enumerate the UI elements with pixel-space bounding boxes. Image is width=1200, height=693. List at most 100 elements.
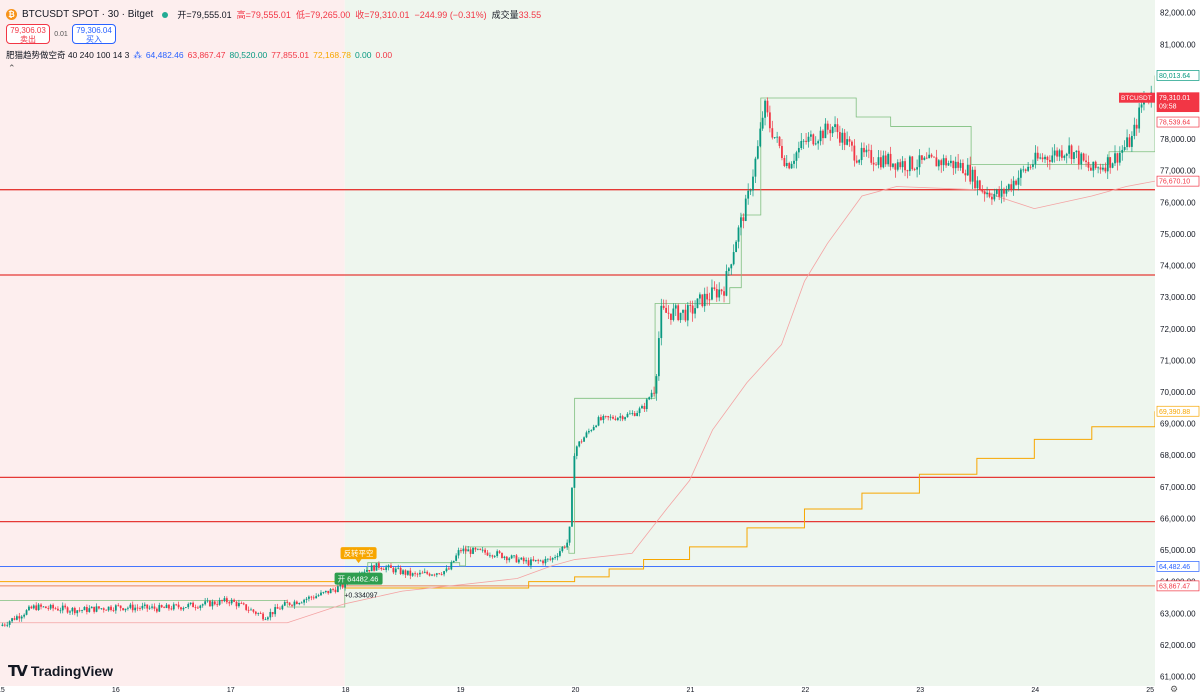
buy-button[interactable]: 79,306.04 买入 (72, 24, 116, 44)
candle-body (1111, 163, 1114, 168)
candle-body (30, 606, 33, 609)
settings-gear-icon[interactable]: ⚙ (1170, 685, 1178, 693)
y-tick-label: 63,000.00 (1160, 609, 1196, 618)
candle-body (1029, 166, 1032, 168)
candle-body (679, 312, 682, 321)
candle-body (592, 426, 595, 431)
candle-body (619, 416, 622, 418)
candle-body (320, 592, 322, 596)
trade-buttons: 79,306.03 卖出 0.01 79,306.04 买入 (6, 24, 116, 44)
candle-body (390, 565, 392, 568)
candle-body (933, 156, 935, 158)
indicator-value-4: 77,855.01 (271, 50, 310, 60)
candle-body (783, 158, 786, 166)
candle-body (954, 161, 957, 169)
candle-body (496, 551, 499, 557)
candle-body (112, 610, 115, 611)
candle-body (788, 162, 791, 169)
candle-body (662, 305, 665, 308)
candle-body (460, 550, 462, 552)
candle-body (580, 441, 583, 443)
candle-body (151, 606, 153, 608)
candle-body (1053, 150, 1056, 156)
candle-body (409, 570, 412, 576)
candle-body (546, 558, 549, 560)
candle-body (583, 437, 585, 442)
candle-body (636, 413, 639, 416)
candle-body (916, 167, 919, 170)
entry-label[interactable] (334, 572, 383, 585)
candle-body (141, 605, 144, 609)
candle-body (771, 128, 774, 138)
candle-body (706, 293, 709, 300)
candle-body (501, 552, 503, 558)
candle-body (479, 548, 482, 550)
candle-body (568, 526, 571, 543)
candle-body (192, 602, 194, 608)
candle-body (1034, 152, 1037, 165)
sell-price: 79,306.03 (10, 26, 46, 35)
candle-body (117, 605, 120, 607)
candle-body (587, 430, 590, 433)
candle-body (742, 217, 745, 221)
candle-body (324, 590, 327, 593)
candle-body (986, 192, 988, 195)
candle-body (1048, 159, 1051, 162)
candle-body (650, 392, 653, 398)
candle-body (163, 607, 166, 609)
candle-body (1039, 157, 1042, 159)
candle-body (957, 161, 960, 168)
y-tick-label: 77,000.00 (1160, 167, 1196, 176)
candle-body (843, 132, 846, 145)
candle-body (64, 605, 67, 608)
candle-body (848, 139, 851, 142)
y-tick-label: 66,000.00 (1160, 514, 1196, 523)
candle-body (918, 155, 921, 168)
candle-body (235, 601, 238, 607)
candle-body (841, 132, 844, 143)
volume-value: 33.55 (518, 9, 542, 20)
candle-body (643, 406, 646, 410)
y-tick-label: 82,000.00 (1160, 9, 1196, 18)
candle-body (276, 607, 279, 609)
candle-body (894, 163, 897, 170)
candle-body (723, 291, 725, 296)
candle-body (225, 598, 228, 603)
candle-body (213, 601, 216, 605)
symbol-title[interactable]: BTCUSDT SPOT · 30 · Bitget (22, 9, 154, 20)
axis-price-tag-text: 69,390.88 (1159, 409, 1190, 416)
candle-body (684, 309, 687, 321)
candle-body (513, 555, 515, 557)
tradingview-logo[interactable]: 𝗧𝗩 TradingView (8, 662, 113, 680)
candle-body (964, 173, 967, 176)
candle-body (201, 604, 204, 606)
candle-body (177, 604, 180, 608)
candle-body (455, 555, 458, 561)
candle-body (865, 149, 868, 153)
candle-body (165, 604, 168, 609)
buy-price: 79,306.04 (76, 26, 112, 35)
candle-body (402, 570, 404, 575)
candle-body (1000, 188, 1003, 197)
candle-body (336, 586, 339, 593)
candle-body (484, 549, 486, 553)
axis-price-tag (1156, 561, 1200, 572)
collapse-chevron-icon[interactable]: ⌃ (8, 63, 16, 73)
candle-body (127, 607, 129, 609)
candle-body (498, 551, 501, 553)
candle-body (571, 487, 573, 527)
indicator-settings-icon[interactable]: ⁂ (133, 49, 142, 60)
candle-body (559, 551, 561, 556)
x-tick-label: 21 (687, 687, 695, 693)
candle-body (532, 559, 535, 561)
candle-body (189, 602, 192, 605)
indicator-legend[interactable]: 肥猫趋势做空奇 40 240 100 14 3 ⁂ 64,482.46 63,8… (6, 49, 392, 61)
candle-body (1138, 107, 1141, 129)
candle-body (139, 608, 141, 609)
candle-body (474, 547, 477, 550)
signal-label[interactable] (340, 547, 377, 560)
sell-button[interactable]: 79,306.03 卖出 (6, 24, 50, 44)
candle-body (1019, 169, 1022, 178)
candle-body (197, 607, 199, 609)
